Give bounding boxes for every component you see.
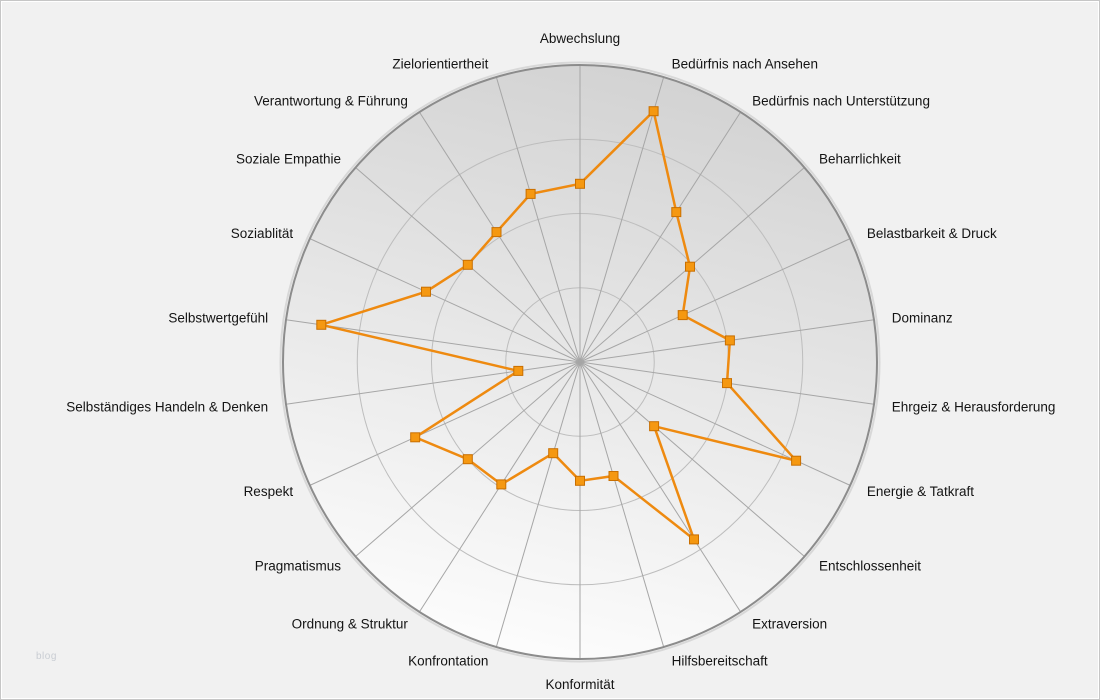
axis-spoke bbox=[495, 76, 581, 363]
data-point bbox=[513, 365, 524, 376]
axis-spoke bbox=[579, 111, 741, 363]
data-point bbox=[724, 335, 735, 346]
axis-label: Abwechslung bbox=[540, 31, 620, 46]
axis-label: Ordnung & Struktur bbox=[292, 617, 409, 632]
axis-label: Beharrlichkeit bbox=[819, 151, 901, 166]
data-point bbox=[685, 261, 695, 272]
data-point bbox=[525, 188, 536, 199]
axis-label: Ehrgeiz & Herausforderung bbox=[892, 399, 1056, 414]
data-point bbox=[491, 227, 502, 238]
outer-ring bbox=[282, 64, 878, 660]
data-point bbox=[649, 421, 660, 432]
data-point bbox=[671, 207, 682, 218]
axis-label: Extraversion bbox=[752, 617, 827, 632]
data-point bbox=[462, 259, 473, 270]
axis-label: Energie & Tatkraft bbox=[867, 484, 974, 499]
axis-label: Konformität bbox=[545, 677, 614, 692]
data-point bbox=[421, 286, 431, 297]
axis-spoke bbox=[309, 238, 581, 363]
axis-label: Respekt bbox=[244, 484, 294, 499]
data-point bbox=[689, 534, 699, 545]
data-point bbox=[410, 432, 421, 443]
axis-label: Bedürfnis nach Unterstützung bbox=[752, 93, 930, 108]
axis-spoke bbox=[579, 361, 741, 613]
data-point bbox=[316, 319, 327, 330]
axis-spoke bbox=[309, 361, 581, 486]
axis-label: Bedürfnis nach Ansehen bbox=[672, 57, 818, 72]
data-point bbox=[462, 454, 473, 465]
outer-ring-halo bbox=[279, 61, 881, 663]
axis-label: Selbständiges Handeln & Denken bbox=[66, 399, 268, 414]
data-point bbox=[722, 378, 732, 389]
axis-label: Konfrontation bbox=[408, 653, 488, 668]
axis-label: Hilfsbereitschaft bbox=[672, 653, 768, 668]
axis-label: Selbstwertgefühl bbox=[168, 311, 268, 326]
axis-label: Belastbarkeit & Druck bbox=[867, 226, 997, 241]
data-point bbox=[575, 178, 585, 189]
axis-label: Dominanz bbox=[892, 311, 953, 326]
data-point bbox=[548, 448, 559, 459]
data-point bbox=[496, 479, 507, 490]
data-point bbox=[575, 475, 585, 486]
data-point bbox=[608, 471, 619, 481]
axis-label: Entschlossenheit bbox=[819, 559, 921, 574]
axis-label: Pragmatismus bbox=[255, 559, 342, 574]
axis-spoke bbox=[579, 361, 665, 648]
axis-label: Zielorientiertheit bbox=[392, 57, 488, 72]
data-point bbox=[791, 455, 802, 466]
data-point bbox=[648, 106, 659, 117]
axis-spoke bbox=[579, 361, 851, 486]
axis-spoke bbox=[579, 238, 851, 363]
axis-label: Verantwortung & Führung bbox=[254, 93, 408, 108]
axis-spoke bbox=[285, 361, 581, 405]
axis-spoke bbox=[579, 361, 805, 557]
axis-label: Soziablität bbox=[231, 226, 294, 241]
axis-label: Soziale Empathie bbox=[236, 151, 341, 166]
axis-spoke bbox=[495, 361, 581, 648]
watermark: blog bbox=[36, 651, 57, 662]
data-point bbox=[677, 310, 688, 321]
axis-spoke bbox=[579, 76, 665, 363]
